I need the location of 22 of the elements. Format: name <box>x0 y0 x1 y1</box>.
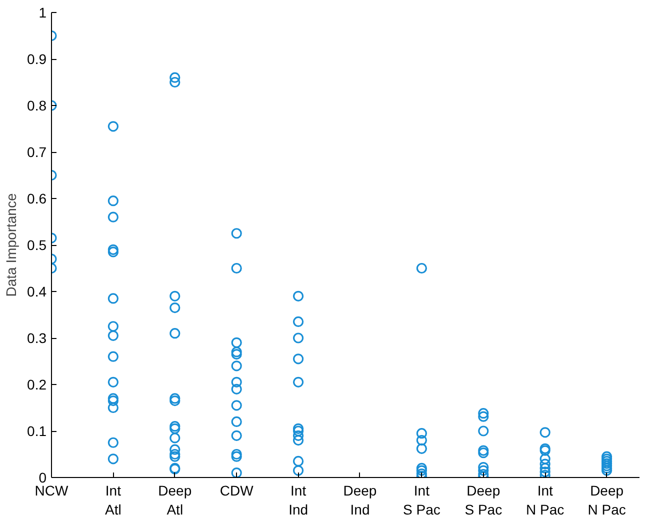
x-tick-label: Int N Pac <box>526 482 564 518</box>
y-tick-label: 0.6 <box>27 190 47 206</box>
x-tick-label: CDW <box>220 482 254 498</box>
y-tick-label: 0.4 <box>27 284 47 300</box>
y-tick-label: 0.2 <box>27 376 47 392</box>
y-tick-label: 0 <box>38 470 47 486</box>
y-tick-label: 0.7 <box>27 144 47 160</box>
x-tick-label: Deep N Pac <box>588 482 626 518</box>
y-tick-label: 0.3 <box>27 330 47 346</box>
x-tick-label: Deep Atl <box>158 482 192 518</box>
y-tick-label: 0.1 <box>27 423 47 439</box>
x-tick-label: Int Atl <box>105 482 122 518</box>
y-axis-title: Data Importance <box>3 193 20 297</box>
y-tick-label: 0.8 <box>27 98 47 114</box>
x-tick-label: Deep S Pac <box>464 482 502 518</box>
y-tick-label: 1 <box>38 4 47 20</box>
x-tick-label: Int S Pac <box>403 482 440 518</box>
y-tick-label: 0.9 <box>27 51 47 67</box>
x-tick-label: Int Ind <box>288 482 308 518</box>
x-tick-label: Deep Ind <box>343 482 377 518</box>
y-tick-label: 0.5 <box>27 237 47 253</box>
x-tick-label: NCW <box>34 482 70 498</box>
